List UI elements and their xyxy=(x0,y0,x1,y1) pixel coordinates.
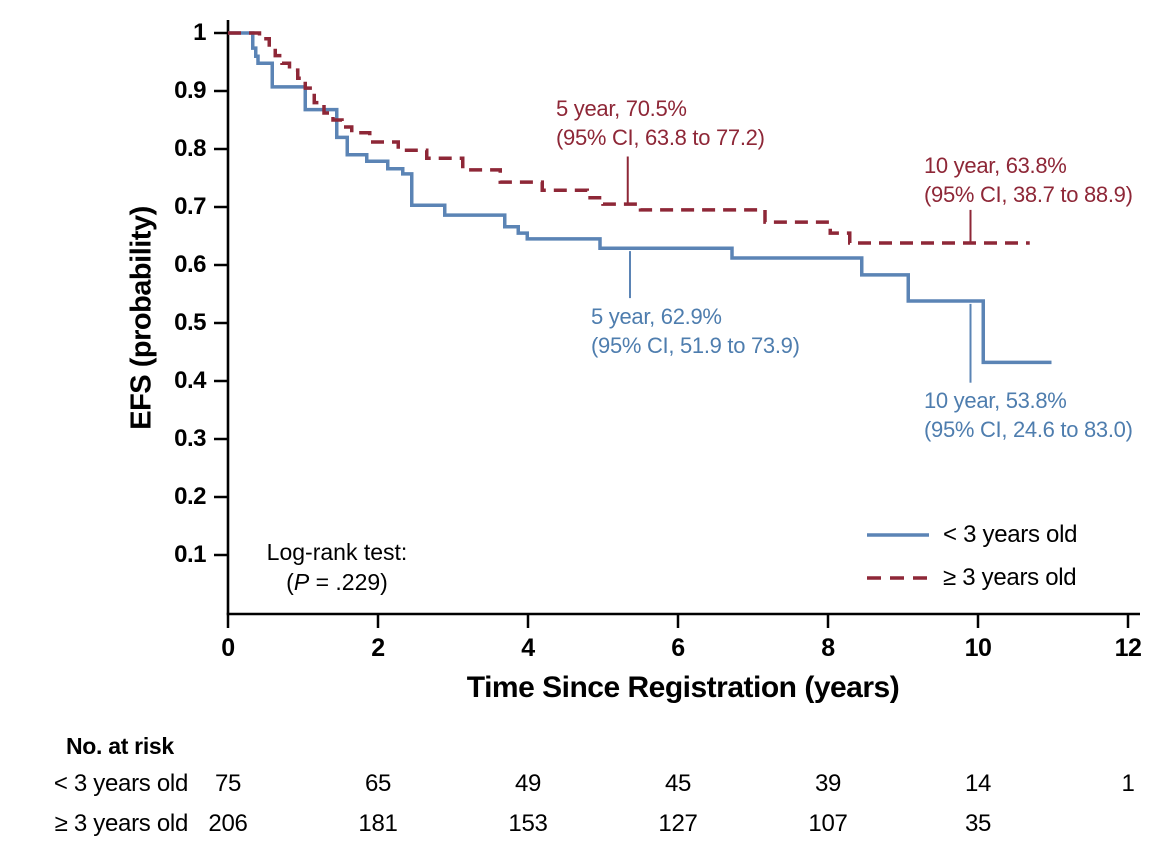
risk-value: 35 xyxy=(964,810,992,837)
annotation-line: 10 year, 53.8% xyxy=(924,388,1067,413)
logrank-line1: Log-rank test: xyxy=(266,539,408,565)
y-tick-label-0.2: 0.2 xyxy=(174,483,206,510)
annotation-ge3-5year: 5 year, 70.5% (95% CI, 63.8 to 77.2) xyxy=(556,94,765,152)
y-tick-label-0.3: 0.3 xyxy=(174,425,206,452)
annotation-line: (95% CI, 51.9 to 73.9) xyxy=(591,333,800,358)
y-tick-label-0.7: 0.7 xyxy=(174,193,206,220)
risk-value: 206 xyxy=(208,810,248,837)
annotation-line: 10 year, 63.8% xyxy=(924,153,1067,178)
annotation-line: 5 year, 62.9% xyxy=(591,304,722,329)
risk-value: 181 xyxy=(358,810,398,837)
legend-item-ge3: ≥ 3 years old xyxy=(866,556,1077,599)
risk-value: 1 xyxy=(1121,770,1135,797)
risk-row-label: < 3 years old xyxy=(53,770,188,797)
x-tick-label-6: 6 xyxy=(671,634,685,662)
risk-value: 127 xyxy=(658,810,698,837)
y-tick-label-0.4: 0.4 xyxy=(174,367,206,394)
risk-value: 39 xyxy=(814,770,842,797)
annotation-line: (95% CI, 63.8 to 77.2) xyxy=(556,125,765,150)
solid-line-sample-icon xyxy=(867,532,929,537)
legend: < 3 years old ≥ 3 years old xyxy=(866,513,1077,599)
annotation-line: (95% CI, 24.6 to 83.0) xyxy=(924,417,1133,442)
y-tick-label-0.8: 0.8 xyxy=(174,135,206,162)
legend-label: ≥ 3 years old xyxy=(943,563,1077,591)
x-tick-label-4: 4 xyxy=(521,634,535,662)
y-tick-label-0.6: 0.6 xyxy=(174,251,206,278)
y-tick-label-1: 1 xyxy=(193,19,206,46)
x-axis-title: Time Since Registration (years) xyxy=(466,671,900,704)
y-tick-label-0.9: 0.9 xyxy=(174,77,206,104)
risk-value: 49 xyxy=(514,770,542,797)
km-curve-lt3 xyxy=(228,31,1052,365)
risk-row-ge3: ≥ 3 years old 206 181 153 127 107 35 xyxy=(0,810,1172,839)
x-tick-label-0: 0 xyxy=(221,634,235,662)
risk-value: 107 xyxy=(808,810,848,837)
annotation-lt3-10year: 10 year, 53.8% (95% CI, 24.6 to 83.0) xyxy=(924,386,1133,444)
risk-row-label: ≥ 3 years old xyxy=(54,810,189,837)
annotation-ge3-10year: 10 year, 63.8% (95% CI, 38.7 to 88.9) xyxy=(924,151,1133,209)
risk-table-header: No. at risk xyxy=(66,733,174,759)
legend-item-lt3: < 3 years old xyxy=(866,513,1077,556)
x-tick-label-12: 12 xyxy=(1114,634,1142,662)
x-tick-label-8: 8 xyxy=(821,634,835,662)
risk-value: 75 xyxy=(214,770,242,797)
risk-value: 14 xyxy=(964,770,992,797)
y-tick-label-0.1: 0.1 xyxy=(174,541,206,568)
risk-value: 45 xyxy=(664,770,692,797)
risk-row-lt3: < 3 years old 75 65 49 45 39 14 1 xyxy=(0,770,1172,799)
km-curve-ge3 xyxy=(228,31,1030,245)
annotation-lt3-5year: 5 year, 62.9% (95% CI, 51.9 to 73.9) xyxy=(591,302,800,360)
risk-value: 65 xyxy=(364,770,392,797)
x-tick-label-2: 2 xyxy=(371,634,385,662)
annotation-line: 5 year, 70.5% xyxy=(556,96,687,121)
annotation-line: (95% CI, 38.7 to 88.9) xyxy=(924,182,1133,207)
x-tick-label-10: 10 xyxy=(964,634,992,662)
risk-value: 153 xyxy=(508,810,548,837)
y-tick-label-0.5: 0.5 xyxy=(174,309,206,336)
dashed-line-sample-icon xyxy=(867,575,929,580)
logrank-pvalue: (P = .229) xyxy=(286,569,388,595)
legend-label: < 3 years old xyxy=(943,520,1078,548)
logrank-test-label: Log-rank test: (P = .229) xyxy=(248,537,426,597)
